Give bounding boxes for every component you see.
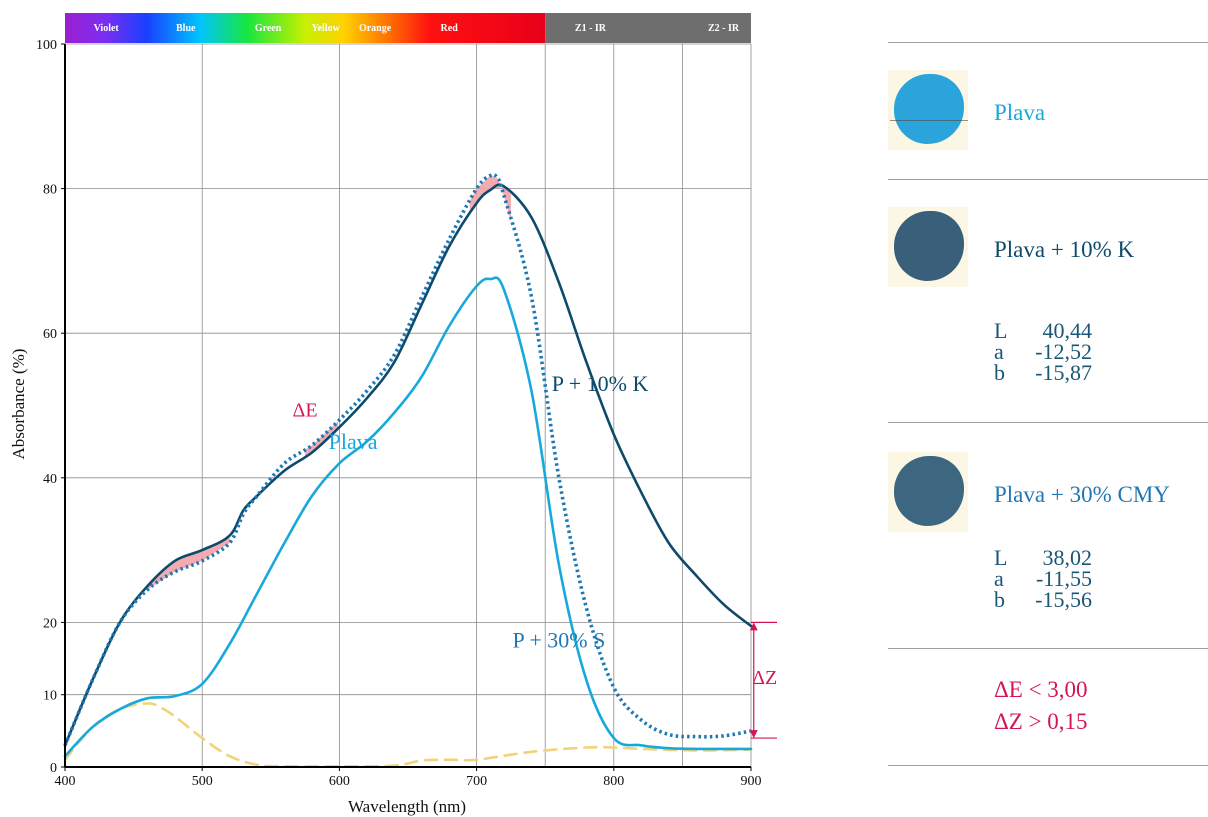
chart-axes <box>61 43 752 771</box>
delta-e-fill <box>469 176 511 222</box>
spectrum-label-z2-ir: Z2 - IR <box>708 23 740 34</box>
sample-name-plava-10k: Plava + 10% K <box>994 237 1135 262</box>
lab-l-value: 38,02 <box>1042 545 1093 570</box>
sample-swatch-plava <box>888 70 968 150</box>
x-tick-label: 600 <box>329 774 350 789</box>
sample-swatch-plava-10k <box>888 207 968 287</box>
series-p-10k <box>63 183 753 747</box>
lab-b-label: b <box>994 587 1005 612</box>
delta-e-fills <box>147 176 511 590</box>
label-p-30s: P + 30% S <box>512 628 605 653</box>
lab-b-label: b <box>994 360 1005 385</box>
x-tick-label: 900 <box>741 774 762 789</box>
sample-color-plava-10k <box>894 211 964 281</box>
infrared-band <box>545 13 751 43</box>
absorbance-chart: Violet Blue Green Yellow Orange Red Z1 - IR Z2 … <box>9 13 777 816</box>
sample-color-plava <box>894 74 964 144</box>
lab-l-label: L <box>994 318 1008 343</box>
sample-name-plava: Plava <box>994 100 1046 125</box>
x-tick-label: 400 <box>55 774 76 789</box>
lab-values-plava-10k: L 40,44 a -12,52 b -15,87 <box>994 318 1093 385</box>
y-tick-label: 0 <box>50 761 57 776</box>
series-p-30s <box>63 172 752 747</box>
spectrum-label-z1-ir: Z1 - IR <box>575 23 607 34</box>
label-delta-z: ΔZ <box>752 667 777 689</box>
delta-z-arrowhead-down <box>749 730 758 739</box>
spectrum-bar: Violet Blue Green Yellow Orange Red Z1 - IR Z2 … <box>65 13 751 43</box>
divider <box>888 179 1208 180</box>
chart-grid <box>64 43 752 767</box>
spectrum-label-blue: Blue <box>176 23 196 34</box>
y-axis-label: Absorbance (%) <box>9 349 28 460</box>
lab-a-value: -11,55 <box>1035 566 1092 591</box>
lab-values-plava-30cmy: L 38,02 a -11,55 b -15,56 <box>994 545 1093 612</box>
spectrum-label-violet: Violet <box>94 23 120 34</box>
delta-e-result: ΔE < 3,00 <box>994 677 1088 702</box>
lab-l-value: 40,44 <box>1042 318 1093 343</box>
spectrum-label-green: Green <box>255 23 282 34</box>
swatch-mark <box>890 120 968 121</box>
delta-z-result: ΔZ > 0,15 <box>994 709 1088 734</box>
lab-l-label: L <box>994 545 1008 570</box>
chart-series <box>63 172 753 768</box>
label-p-10k: P + 10% K <box>552 371 649 396</box>
lab-b-value: -15,87 <box>1035 360 1092 385</box>
series-plava <box>63 276 753 758</box>
y-tick-label: 20 <box>43 616 57 631</box>
y-tick-label: 40 <box>43 472 57 487</box>
divider <box>888 42 1208 43</box>
sample-color-plava-30cmy <box>894 456 964 526</box>
x-axis-label: Wavelength (nm) <box>348 797 466 816</box>
sample-swatch-plava-30cmy <box>888 452 968 532</box>
y-tick-label: 80 <box>43 183 57 198</box>
samples-panel: Plava Plava + 10% K L 40,44 a -12,52 b -15,… <box>888 42 1208 767</box>
x-tick-label: 700 <box>466 774 487 789</box>
x-tick-label: 800 <box>603 774 624 789</box>
lab-b-value: -15,56 <box>1035 587 1092 612</box>
spectrum-label-orange: Orange <box>359 23 392 34</box>
divider <box>888 422 1208 423</box>
label-delta-e: ΔE <box>293 399 318 421</box>
label-plava: Plava <box>329 429 378 454</box>
spectrum-label-yellow: Yellow <box>312 23 341 34</box>
visible-spectrum <box>65 13 546 43</box>
tick-labels: 400 500 600 700 800 900 0 10 20 40 60 80 100 <box>36 38 762 789</box>
series-yellow-dashed <box>63 702 753 768</box>
chart-annotations: P + 10% K Plava P + 30% S ΔE ΔZ <box>293 371 777 739</box>
y-tick-label: 100 <box>36 38 57 53</box>
sample-name-plava-30cmy: Plava + 30% CMY <box>994 482 1170 507</box>
lab-a-value: -12,52 <box>1035 339 1092 364</box>
y-tick-label: 10 <box>43 689 57 704</box>
lab-a-label: a <box>994 339 1004 364</box>
delta-e-fill <box>147 535 230 590</box>
divider <box>888 648 1208 649</box>
divider <box>888 765 1208 766</box>
delta-e-fill <box>305 421 338 457</box>
x-tick-label: 500 <box>192 774 213 789</box>
spectrum-label-red: Red <box>441 23 459 34</box>
delta-z-arrowhead-up <box>749 622 758 631</box>
lab-a-label: a <box>994 566 1004 591</box>
y-tick-label: 60 <box>43 327 57 342</box>
